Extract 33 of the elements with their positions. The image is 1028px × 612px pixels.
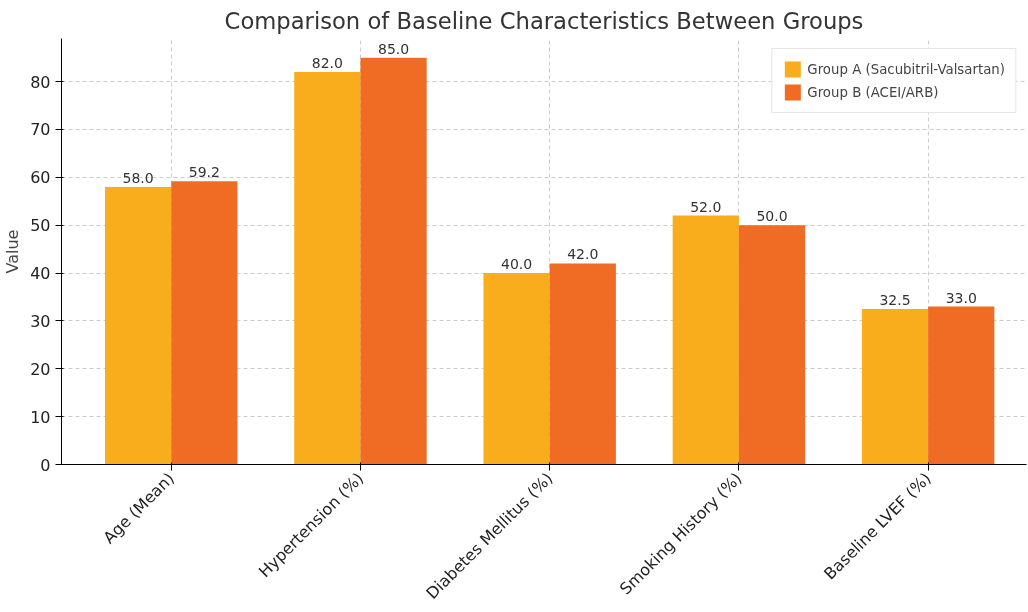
y-tick-label: 30: [30, 311, 51, 331]
y-tick-label: 70: [30, 120, 51, 140]
data-label: 33.0: [945, 289, 977, 306]
legend-label: Group B (ACEI/ARB): [807, 84, 939, 100]
data-label: 40.0: [500, 256, 533, 273]
bar: [360, 57, 427, 465]
bar: [549, 263, 616, 465]
bar: [294, 72, 361, 465]
bar: [861, 308, 929, 465]
y-tick-label: 20: [30, 359, 51, 379]
data-label: 42.0: [567, 246, 599, 263]
bar: [738, 225, 806, 465]
bar: [672, 215, 739, 465]
data-label: 85.0: [377, 40, 410, 57]
data-label: 59.2: [188, 164, 220, 181]
bar: [171, 181, 238, 465]
data-label: 50.0: [756, 208, 788, 225]
legend-label: Group A (Sacubitril-Valsartan): [807, 61, 1005, 77]
bar: [105, 186, 172, 465]
y-tick-label: 0: [40, 455, 51, 475]
y-tick-label: 40: [30, 264, 51, 284]
chart-title: Comparison of Baseline Characteristics Between Groups: [224, 7, 864, 34]
data-label: 32.5: [879, 291, 911, 308]
y-tick-label: 50: [30, 216, 51, 236]
data-label: 82.0: [311, 55, 343, 72]
y-tick-label: 80: [30, 72, 51, 92]
y-axis-title: Value: [3, 229, 23, 274]
y-tick-label: 60: [30, 168, 51, 188]
bar: [928, 306, 995, 465]
data-label: 58.0: [122, 169, 154, 186]
bar: [483, 273, 550, 465]
y-tick-label: 10: [30, 407, 51, 427]
data-label: 52.0: [690, 198, 722, 215]
